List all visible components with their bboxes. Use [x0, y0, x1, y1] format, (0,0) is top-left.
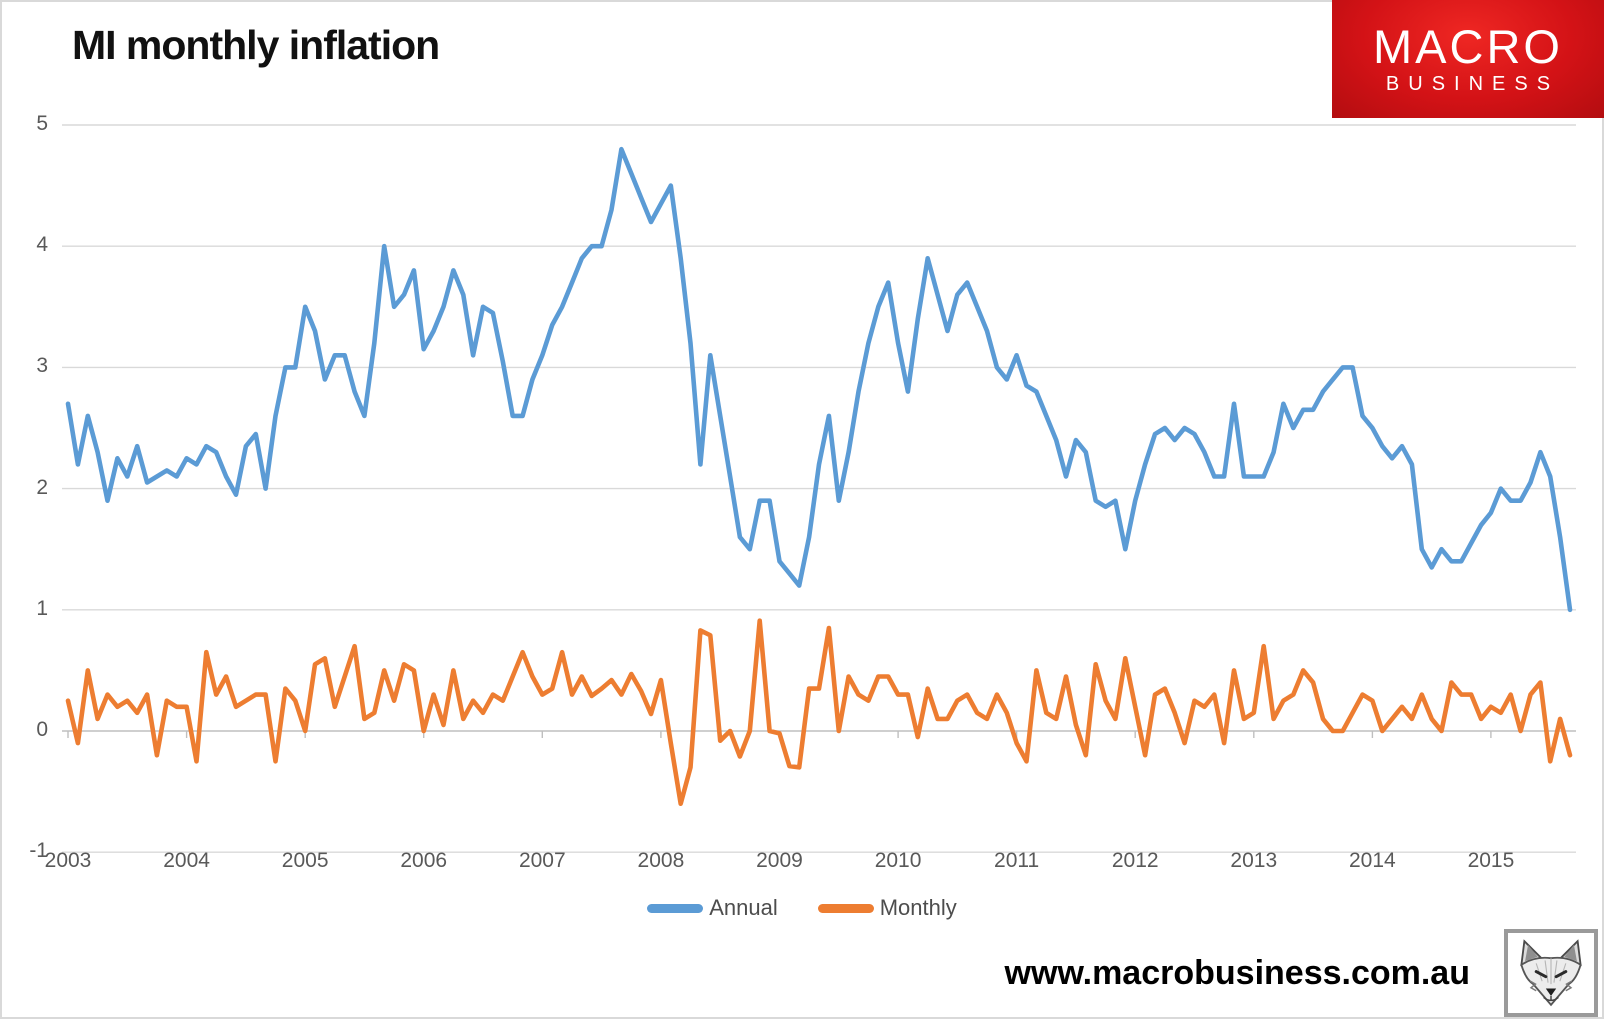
monthly-series-swatch-icon	[817, 903, 874, 913]
x-axis-label-2010: 2010	[874, 849, 922, 872]
annual-series-swatch-icon	[647, 903, 704, 913]
chart-title: MI monthly inflation	[72, 22, 440, 68]
x-axis-label-2013: 2013	[1230, 849, 1278, 872]
x-axis-label-2011: 2011	[994, 849, 1040, 872]
x-axis-label-2005: 2005	[281, 849, 329, 872]
legend-item-monthly: Monthly	[817, 895, 957, 921]
annual-line-series	[65, 146, 1573, 613]
fox-sketch-icon	[1520, 939, 1582, 1007]
fox-logo-box	[1504, 929, 1598, 1017]
x-axis-label-2007: 2007	[518, 849, 566, 872]
legend-label-monthly: Monthly	[879, 895, 957, 920]
chart-legend: Annual Monthly	[0, 895, 1604, 921]
logo-line1: MACRO	[1373, 19, 1563, 73]
legend-item-annual: Annual	[647, 895, 778, 921]
y-axis-label-0: 0	[36, 718, 48, 741]
macrobusiness-logo: MACRO BUSINESS	[1332, 0, 1604, 118]
y-axis-label-1: 1	[36, 596, 48, 620]
y-axis-label-3: 3	[36, 354, 48, 378]
x-axis-label-2009: 2009	[756, 849, 803, 872]
x-axis-label-2004: 2004	[163, 849, 210, 872]
x-axis-label-2015: 2015	[1467, 849, 1515, 872]
x-axis-label-2012: 2012	[1111, 849, 1159, 872]
y-axis-label-4: 4	[36, 233, 48, 257]
x-axis-label-2014: 2014	[1349, 849, 1396, 872]
monthly-line-series	[65, 618, 1573, 806]
x-axis-label-2006: 2006	[400, 849, 448, 872]
legend-label-annual: Annual	[709, 895, 778, 920]
y-axis-label--1: -1	[29, 839, 48, 863]
x-axis-label-2008: 2008	[637, 849, 685, 872]
y-axis-label-2: 2	[36, 475, 48, 499]
y-axis-label-5: 5	[36, 112, 48, 135]
logo-line2: BUSINESS	[1385, 73, 1560, 96]
website-url: www.macrobusiness.com.au	[1004, 954, 1470, 992]
x-axis-label-2003: 2003	[44, 849, 92, 872]
